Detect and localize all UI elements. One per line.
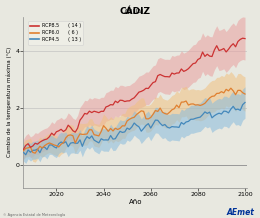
Legend: RCP8.5      ( 14 ), RCP6.0      ( 6 ), RCP4.5      ( 13 ): RCP8.5 ( 14 ), RCP6.0 ( 6 ), RCP4.5 ( 13… bbox=[28, 21, 83, 45]
Title: CÁDIZ: CÁDIZ bbox=[120, 7, 151, 16]
Text: ANUAL: ANUAL bbox=[124, 9, 147, 15]
X-axis label: Año: Año bbox=[129, 199, 142, 204]
Y-axis label: Cambio de la temperatura máxima (°C): Cambio de la temperatura máxima (°C) bbox=[7, 47, 12, 157]
Text: AEmet: AEmet bbox=[227, 208, 255, 217]
Text: © Agencia Estatal de Meteorología: © Agencia Estatal de Meteorología bbox=[3, 213, 65, 217]
